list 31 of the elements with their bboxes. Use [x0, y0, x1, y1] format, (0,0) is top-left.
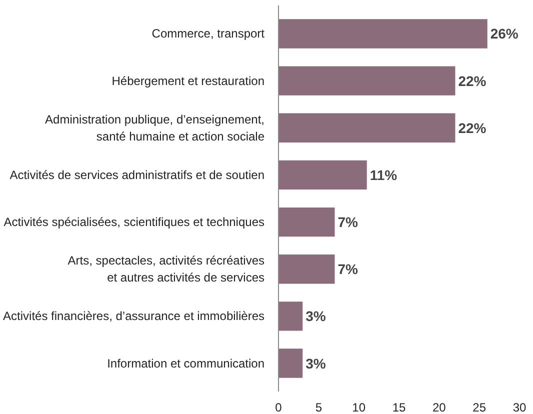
data-label: 3% [306, 308, 326, 324]
data-label: 3% [306, 355, 326, 372]
x-tick-label: 20 [432, 400, 446, 414]
data-label: 7% [338, 261, 359, 278]
bar [278, 19, 488, 48]
y-tick-label: Commerce, transport [152, 26, 266, 41]
bar [278, 207, 335, 237]
bar [278, 302, 303, 331]
data-label: 26% [490, 26, 519, 42]
bar [278, 113, 456, 142]
data-label: 22% [458, 120, 487, 136]
bar [278, 66, 456, 96]
y-tick-label: Hébergement et restauration [112, 74, 265, 88]
x-tick-label: 30 [512, 400, 526, 414]
data-label: 11% [370, 166, 398, 183]
x-tick-label: 25 [472, 400, 486, 414]
y-tick-label: Administration publique, d’enseignement, santé humaine et action sociale [45, 112, 265, 144]
y-tick-label: Arts, spectacles, activités récréatives et autres activités de services [68, 254, 265, 285]
data-label: 22% [458, 72, 487, 89]
y-tick-label: Activités de services administratifs et de soutien [10, 168, 265, 182]
bar [278, 254, 335, 284]
x-tick-label: 10 [352, 400, 366, 414]
data-label: 7% [338, 214, 359, 230]
y-tick-label: Information et communication [107, 356, 264, 370]
bar [278, 160, 367, 190]
y-tick-label: Activités spécialisées, scientifiques et techniques [4, 215, 265, 230]
y-tick-label: Activités financières, d’assurance et immobilières [3, 309, 265, 324]
x-tick-label: 0 [275, 400, 282, 414]
x-tick-label: 15 [392, 400, 406, 414]
bar [278, 348, 303, 378]
x-tick-label: 5 [315, 400, 322, 414]
